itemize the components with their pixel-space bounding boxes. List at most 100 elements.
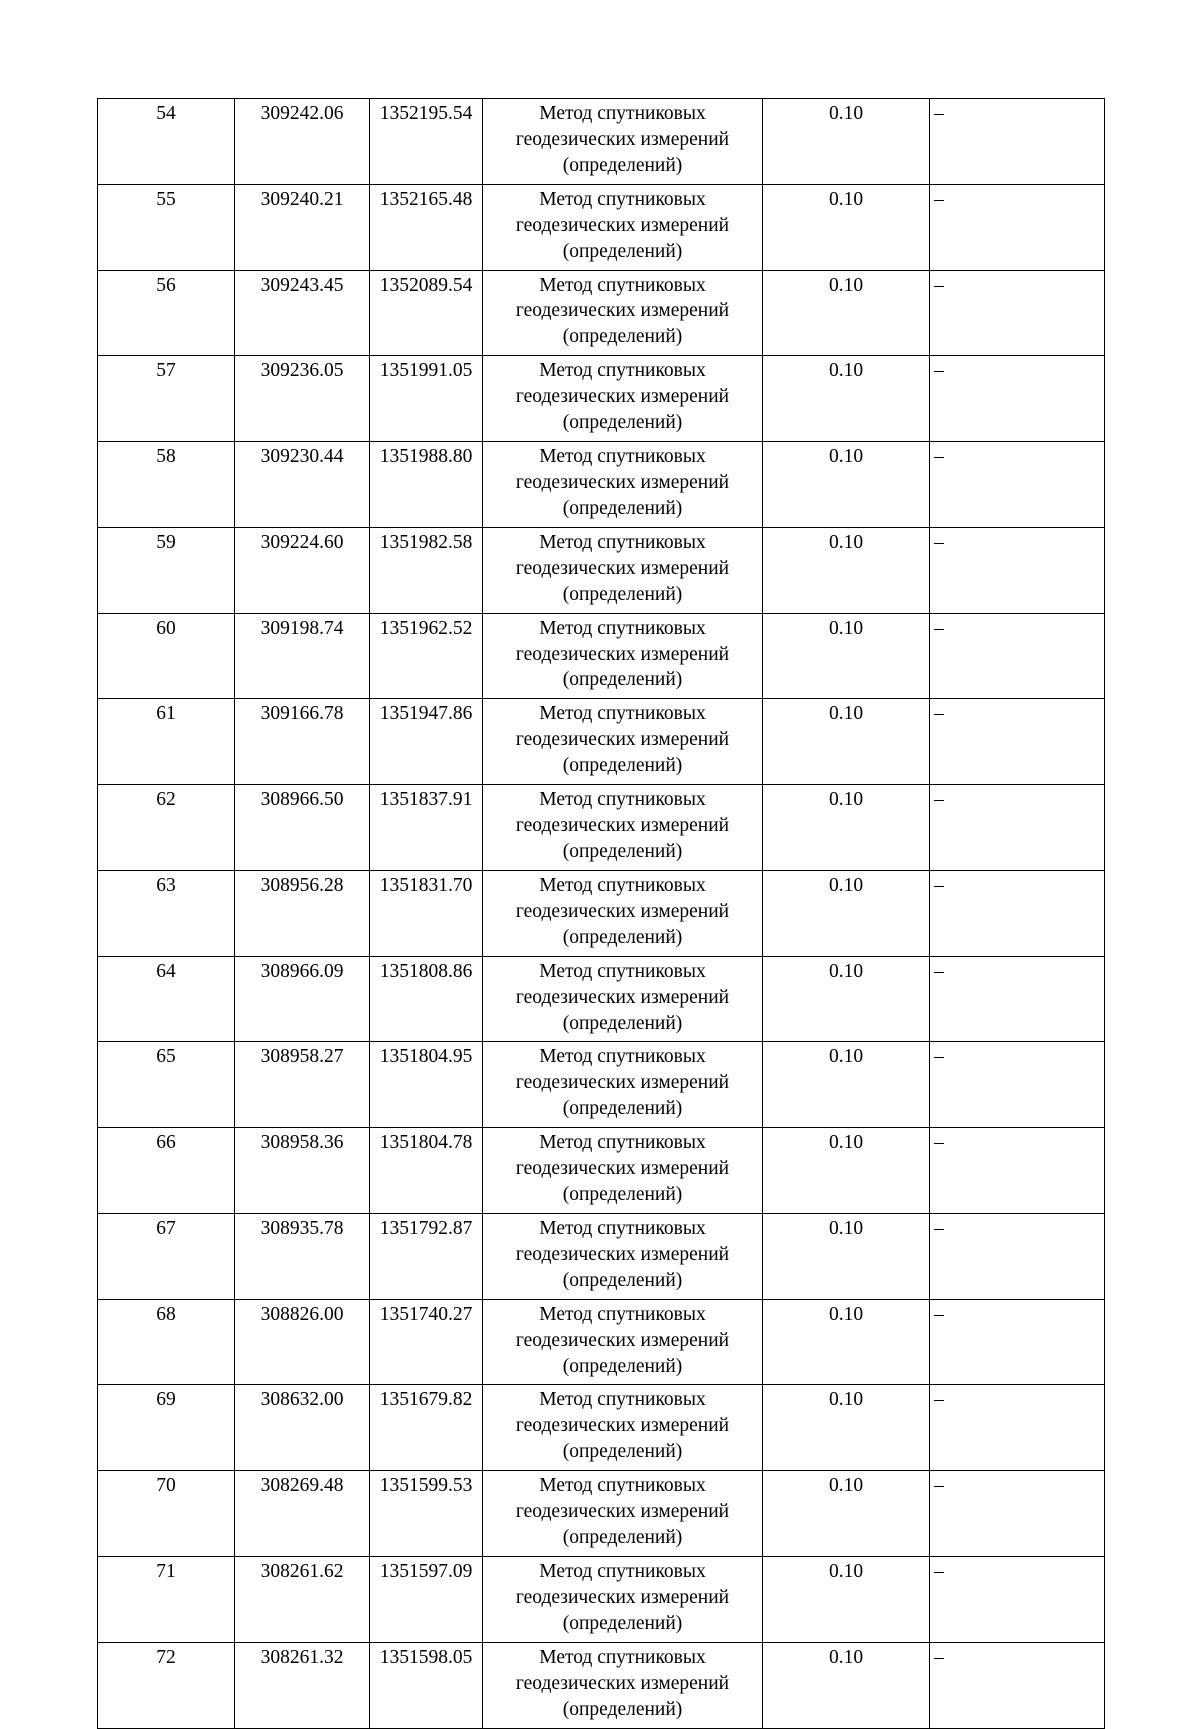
- cell-coordinate-x: 308826.00: [234, 1298, 370, 1386]
- method-line: (определений): [562, 1012, 683, 1034]
- cell-method: Метод спутниковых геодезических измерений…: [482, 869, 763, 957]
- method-line: геодезических измерений: [515, 471, 730, 493]
- description-dash: –: [934, 103, 944, 124]
- method-line: геодезических измерений: [515, 1501, 730, 1523]
- method-line: геодезических измерений: [515, 128, 730, 150]
- cell-method: Метод спутниковых геодезических измерений…: [482, 269, 763, 357]
- cell-point-number: 56: [97, 269, 235, 357]
- cell-description: –: [929, 441, 1105, 528]
- cell-coordinate-y: 1351740.27: [369, 1298, 483, 1386]
- cell-coordinate-x: 309236.05: [234, 355, 370, 443]
- table-row: 66 308958.36 1351804.78 Метод спутниковых ге…: [97, 1127, 1105, 1214]
- method-line: геодезических измерений: [515, 1243, 730, 1265]
- cell-point-number: 64: [97, 955, 235, 1043]
- cell-point-number: 72: [97, 1641, 235, 1729]
- cell-method: Метод спутниковых геодезических измерений…: [482, 98, 763, 185]
- method-line: Метод спутниковых: [539, 1217, 706, 1239]
- method-line: (определений): [562, 1098, 683, 1120]
- cell-method: Метод спутниковых геодезических измерений…: [482, 355, 763, 443]
- method-line: Метод спутниковых: [539, 703, 706, 725]
- table-row: 69 308632.00 1351679.82 Метод спутниковых ге…: [97, 1384, 1105, 1472]
- cell-point-number: 63: [97, 869, 235, 957]
- cell-point-number: 55: [97, 183, 235, 271]
- cell-point-number: 69: [97, 1384, 235, 1472]
- method-line: Метод спутниковых: [539, 617, 706, 639]
- method-line: геодезических измерений: [515, 643, 730, 665]
- table-row: 72 308261.32 1351598.05 Метод спутниковых ге…: [97, 1641, 1105, 1729]
- method-line: геодезических измерений: [515, 1072, 730, 1094]
- description-dash: –: [934, 960, 944, 982]
- table-row: 68 308826.00 1351740.27 Метод спутниковых ге…: [97, 1298, 1105, 1386]
- method-line: Метод спутниковых: [539, 874, 706, 896]
- cell-description: –: [929, 612, 1105, 700]
- cell-coordinate-x: 309224.60: [234, 526, 370, 614]
- cell-mean-square-error: 0.10: [762, 355, 930, 443]
- description-dash: –: [934, 1475, 944, 1497]
- cell-point-number: 68: [97, 1298, 235, 1386]
- cell-coordinate-x: 309242.06: [234, 98, 370, 185]
- cell-coordinate-y: 1351982.58: [369, 526, 483, 614]
- method-line: геодезических измерений: [515, 1158, 730, 1180]
- cell-point-number: 54: [97, 98, 235, 185]
- coordinates-table-body: 54 309242.06 1352195.54 Метод спутниковых ге…: [97, 98, 1105, 1729]
- table-row: 55 309240.21 1352165.48 Метод спутниковых ге…: [97, 183, 1105, 271]
- method-line: геодезических измерений: [515, 386, 730, 408]
- description-dash: –: [934, 1217, 944, 1239]
- cell-mean-square-error: 0.10: [762, 698, 930, 786]
- method-line: Метод спутниковых: [539, 1475, 706, 1497]
- cell-method: Метод спутниковых геодезических измерений…: [482, 1212, 763, 1300]
- table-row: 63 308956.28 1351831.70 Метод спутниковых ге…: [97, 869, 1105, 957]
- method-line: (определений): [562, 326, 683, 348]
- cell-coordinate-x: 308958.36: [234, 1127, 370, 1214]
- cell-point-number: 62: [97, 784, 235, 871]
- cell-mean-square-error: 0.10: [762, 1041, 930, 1129]
- table-row: 54 309242.06 1352195.54 Метод спутниковых ге…: [97, 98, 1105, 185]
- cell-mean-square-error: 0.10: [762, 1384, 930, 1472]
- cell-mean-square-error: 0.10: [762, 784, 930, 871]
- method-line: Метод спутниковых: [539, 103, 706, 124]
- table-row: 62 308966.50 1351837.91 Метод спутниковых ге…: [97, 784, 1105, 871]
- cell-description: –: [929, 784, 1105, 871]
- cell-description: –: [929, 1127, 1105, 1214]
- cell-description: –: [929, 183, 1105, 271]
- description-dash: –: [934, 188, 944, 210]
- method-line: (определений): [562, 1355, 683, 1377]
- cell-description: –: [929, 698, 1105, 786]
- table-row: 56 309243.45 1352089.54 Метод спутниковых ге…: [97, 269, 1105, 357]
- cell-coordinate-y: 1351792.87: [369, 1212, 483, 1300]
- method-line: геодезических измерений: [515, 214, 730, 236]
- cell-description: –: [929, 1041, 1105, 1129]
- cell-description: –: [929, 1212, 1105, 1300]
- cell-point-number: 65: [97, 1041, 235, 1129]
- method-line: (определений): [562, 240, 683, 262]
- method-line: геодезических измерений: [515, 300, 730, 322]
- table-row: 64 308966.09 1351808.86 Метод спутниковых ге…: [97, 955, 1105, 1043]
- description-dash: –: [934, 874, 944, 896]
- table-row: 65 308958.27 1351804.95 Метод спутниковых ге…: [97, 1041, 1105, 1129]
- cell-description: –: [929, 526, 1105, 614]
- cell-method: Метод спутниковых геодезических измерений…: [482, 698, 763, 786]
- cell-method: Метод спутниковых геодезических измерений…: [482, 1556, 763, 1643]
- method-line: Метод спутниковых: [539, 960, 706, 982]
- cell-mean-square-error: 0.10: [762, 441, 930, 528]
- cell-mean-square-error: 0.10: [762, 869, 930, 957]
- coordinates-table: 54 309242.06 1352195.54 Метод спутниковых ге…: [97, 98, 1105, 1729]
- cell-coordinate-y: 1351598.05: [369, 1641, 483, 1729]
- cell-coordinate-x: 308632.00: [234, 1384, 370, 1472]
- cell-point-number: 66: [97, 1127, 235, 1214]
- method-line: геодезических измерений: [515, 815, 730, 837]
- method-line: (определений): [562, 926, 683, 948]
- description-dash: –: [934, 1132, 944, 1154]
- cell-coordinate-y: 1352165.48: [369, 183, 483, 271]
- cell-description: –: [929, 869, 1105, 957]
- method-line: геодезических измерений: [515, 1329, 730, 1351]
- method-line: Метод спутниковых: [539, 1303, 706, 1325]
- method-line: геодезических измерений: [515, 1415, 730, 1437]
- description-dash: –: [934, 617, 944, 639]
- method-line: геодезических измерений: [515, 900, 730, 922]
- description-dash: –: [934, 274, 944, 296]
- cell-coordinate-x: 308966.09: [234, 955, 370, 1043]
- cell-coordinate-x: 309230.44: [234, 441, 370, 528]
- table-row: 70 308269.48 1351599.53 Метод спутниковых ге…: [97, 1470, 1105, 1558]
